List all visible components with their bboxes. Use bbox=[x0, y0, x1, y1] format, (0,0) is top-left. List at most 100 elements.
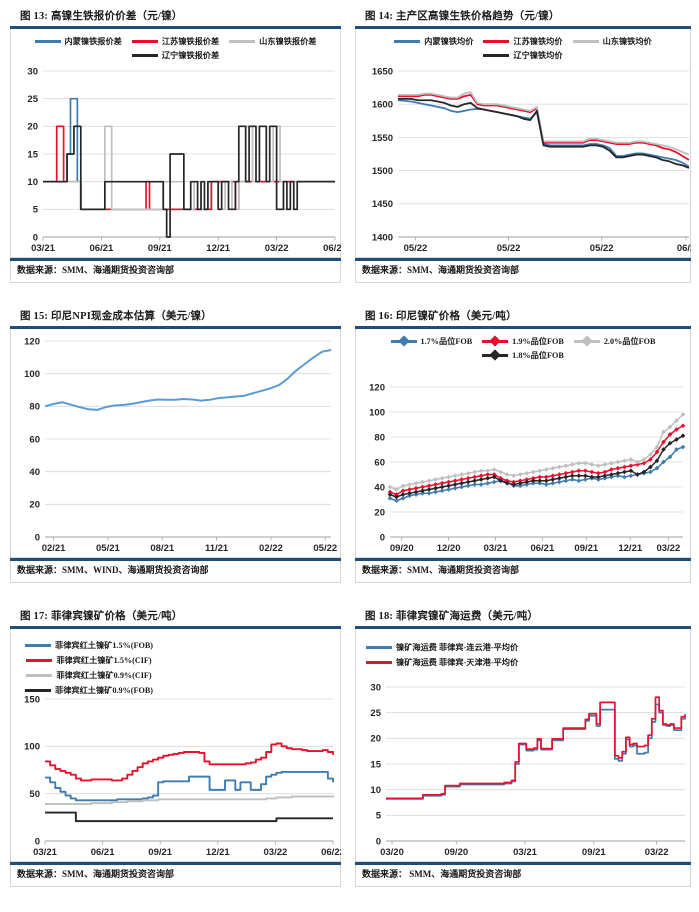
plot-area-fig16: 1.7%品位FOB 1.9%品位FOB 2.0%品位FOB 1.8%品位FOB … bbox=[356, 329, 690, 557]
svg-text:03/21: 03/21 bbox=[31, 243, 55, 254]
source-text-fig15: 数据来源：SMM、WIND、海通期货投资咨询部 bbox=[17, 565, 209, 575]
title-rule-fig13 bbox=[10, 26, 341, 29]
svg-text:03/21: 03/21 bbox=[513, 847, 537, 858]
figure-title-fig18: 图 18: 菲律宾镍矿海运费（美元/吨） bbox=[365, 611, 539, 622]
svg-text:1650: 1650 bbox=[372, 66, 393, 77]
svg-text:06/22: 06/22 bbox=[321, 847, 341, 858]
svg-text:1400: 1400 bbox=[372, 232, 393, 243]
svg-text:12/21: 12/21 bbox=[206, 847, 230, 858]
svg-text:02/21: 02/21 bbox=[42, 543, 66, 554]
source-text-fig16: 数据来源：SMM、海通期货投资咨询部 bbox=[362, 565, 519, 575]
svg-text:09/21: 09/21 bbox=[582, 847, 606, 858]
svg-text:1550: 1550 bbox=[372, 133, 393, 144]
svg-text:05/22: 05/22 bbox=[404, 243, 428, 254]
svg-text:12/20: 12/20 bbox=[437, 543, 461, 554]
svg-text:15: 15 bbox=[370, 759, 381, 770]
svg-text:15: 15 bbox=[27, 149, 38, 160]
source-frame-fig13: 数据来源：SMM、海通期货投资咨询部 bbox=[10, 261, 341, 283]
svg-text:12/21: 12/21 bbox=[206, 243, 230, 254]
svg-text:05/22: 05/22 bbox=[497, 243, 521, 254]
plot-area-fig18: 镍矿海运费 菲律宾-连云港-平均价 镍矿海运费 菲律宾-天津港-平均价 0 5 10… bbox=[356, 629, 690, 861]
svg-text:100: 100 bbox=[24, 369, 40, 380]
svg-text:03/20: 03/20 bbox=[380, 847, 404, 858]
svg-text:5: 5 bbox=[376, 811, 382, 822]
svg-text:11/21: 11/21 bbox=[205, 543, 229, 554]
svg-text:06/22: 06/22 bbox=[323, 243, 341, 254]
svg-text:20: 20 bbox=[29, 500, 40, 511]
svg-text:09/20: 09/20 bbox=[390, 543, 414, 554]
source-rule-fig13 bbox=[10, 258, 341, 261]
figure-title-fig16: 图 16: 印尼镍矿价格（美元/吨） bbox=[365, 311, 517, 322]
svg-text:0: 0 bbox=[35, 836, 40, 847]
svg-text:09/21: 09/21 bbox=[574, 543, 598, 554]
svg-text:40: 40 bbox=[374, 482, 385, 493]
svg-text:09/21: 09/21 bbox=[148, 243, 172, 254]
chart-frame-fig16: 1.7%品位FOB 1.9%品位FOB 2.0%品位FOB 1.8%品位FOB … bbox=[355, 329, 691, 558]
svg-text:100: 100 bbox=[24, 742, 40, 753]
figure-title-fig17: 图 17: 菲律宾镍矿价格（美元/吨） bbox=[20, 611, 183, 622]
svg-text:0: 0 bbox=[376, 836, 381, 847]
source-rule-fig18 bbox=[355, 862, 691, 865]
svg-text:40: 40 bbox=[29, 467, 40, 478]
svg-text:03/22: 03/22 bbox=[656, 543, 680, 554]
chart-frame-fig17: 菲律宾红土镍矿1.5%(FOB) 菲律宾红土镍矿1.5%(CIF) 菲律宾红土镍… bbox=[10, 629, 341, 862]
title-rule-fig18 bbox=[355, 626, 691, 629]
chart-frame-fig14: 内蒙镍铁均价 江苏镍铁均价 山东镍铁均价 辽宁镍铁均价 1400 1450 1500… bbox=[355, 29, 691, 258]
svg-text:1600: 1600 bbox=[372, 100, 393, 111]
svg-text:09/20: 09/20 bbox=[444, 847, 468, 858]
svg-text:20: 20 bbox=[27, 122, 38, 133]
svg-text:80: 80 bbox=[29, 402, 40, 413]
svg-text:60: 60 bbox=[29, 434, 40, 445]
source-rule-fig14 bbox=[355, 258, 691, 261]
svg-text:12/21: 12/21 bbox=[618, 543, 642, 554]
title-rule-fig14 bbox=[355, 26, 691, 29]
svg-text:03/21: 03/21 bbox=[484, 543, 508, 554]
title-rule-fig17 bbox=[10, 626, 341, 629]
svg-text:06/21: 06/21 bbox=[91, 847, 115, 858]
source-rule-fig16 bbox=[355, 558, 691, 561]
svg-text:20: 20 bbox=[374, 507, 385, 518]
source-frame-fig18: 数据来源： SMM、海通期货投资咨询部 bbox=[355, 865, 691, 887]
source-frame-fig15: 数据来源：SMM、WIND、海通期货投资咨询部 bbox=[10, 561, 341, 583]
chart-svg-fig16: 0 20 40 60 80 100 120 09/20 12/20 03/21 06/21 09/21… bbox=[369, 382, 686, 554]
chart-frame-fig15: 0 20 40 60 80 100 120 02/21 05/21 08/21 11/21 02/22… bbox=[10, 329, 341, 558]
source-text-fig13: 数据来源：SMM、海通期货投资咨询部 bbox=[17, 265, 174, 275]
svg-text:1450: 1450 bbox=[372, 199, 393, 210]
svg-text:30: 30 bbox=[370, 682, 381, 693]
chart-svg-fig13: 0 5 10 15 20 25 30 03/21 06/21 09/21 12/21 03/22 06/… bbox=[27, 66, 341, 254]
source-frame-fig16: 数据来源：SMM、海通期货投资咨询部 bbox=[355, 561, 691, 583]
svg-text:25: 25 bbox=[27, 94, 38, 105]
svg-text:10: 10 bbox=[370, 785, 381, 796]
svg-text:08/21: 08/21 bbox=[150, 543, 174, 554]
svg-text:06/21: 06/21 bbox=[90, 243, 114, 254]
source-text-fig18: 数据来源： SMM、海通期货投资咨询部 bbox=[362, 869, 522, 879]
svg-text:25: 25 bbox=[370, 708, 381, 719]
plot-area-fig13: 内蒙镍铁报价差 江苏镍铁报价差 山东镍铁报价差 辽宁镍铁报价差 0 5 10 15 20… bbox=[11, 29, 341, 257]
chart-svg-fig15: 0 20 40 60 80 100 120 02/21 05/21 08/21 11/21 02/22… bbox=[24, 336, 337, 554]
svg-text:05/22: 05/22 bbox=[590, 243, 614, 254]
svg-text:02/22: 02/22 bbox=[259, 543, 283, 554]
svg-text:100: 100 bbox=[369, 407, 385, 418]
chart-svg-fig14: 1400 1450 1500 1550 1600 1650 05/22 05/22 05/22 0… bbox=[372, 66, 691, 254]
figure-title-fig13: 图 13: 高镍生铁报价价差（元/镍） bbox=[20, 11, 183, 22]
svg-text:5: 5 bbox=[33, 205, 39, 216]
svg-text:05/21: 05/21 bbox=[96, 543, 120, 554]
figure-cell-fig17: 图 17: 菲律宾镍矿价格（美元/吨） 菲律宾红土镍矿1.5%(FOB) 菲律宾… bbox=[0, 600, 349, 912]
chart-frame-fig13: 内蒙镍铁报价差 江苏镍铁报价差 山东镍铁报价差 辽宁镍铁报价差 0 5 10 15 20… bbox=[10, 29, 341, 258]
chart-svg-fig17: 0 50 100 150 03/21 06/21 09/21 12/21 03/22 06/22 bbox=[24, 694, 341, 858]
source-frame-fig17: 数据来源：SMM、海通期货投资咨询部 bbox=[10, 865, 341, 887]
chart-frame-fig18: 镍矿海运费 菲律宾-连云港-平均价 镍矿海运费 菲律宾-天津港-平均价 0 5 10… bbox=[355, 629, 691, 862]
chart-svg-fig18: 0 5 10 15 20 25 30 03/20 09/20 03/21 09/21 03/22 bbox=[370, 682, 686, 858]
svg-text:03/22: 03/22 bbox=[645, 847, 669, 858]
figure-cell-fig16: 图 16: 印尼镍矿价格（美元/吨） 1.7%品位FOB 1.9%品位FOB 2… bbox=[349, 300, 699, 600]
figure-cell-fig14: 图 14: 主产区高镍生铁价格趋势（元/镍） 内蒙镍铁均价 江苏镍铁均价 山东镍… bbox=[349, 0, 699, 300]
svg-text:03/22: 03/22 bbox=[265, 243, 289, 254]
svg-text:10: 10 bbox=[27, 177, 38, 188]
svg-text:03/21: 03/21 bbox=[33, 847, 57, 858]
svg-text:09/21: 09/21 bbox=[148, 847, 172, 858]
source-rule-fig17 bbox=[10, 862, 341, 865]
plot-area-fig15: 0 20 40 60 80 100 120 02/21 05/21 08/21 11/21 02/22… bbox=[11, 329, 340, 557]
svg-text:20: 20 bbox=[370, 734, 381, 745]
svg-text:60: 60 bbox=[374, 457, 385, 468]
